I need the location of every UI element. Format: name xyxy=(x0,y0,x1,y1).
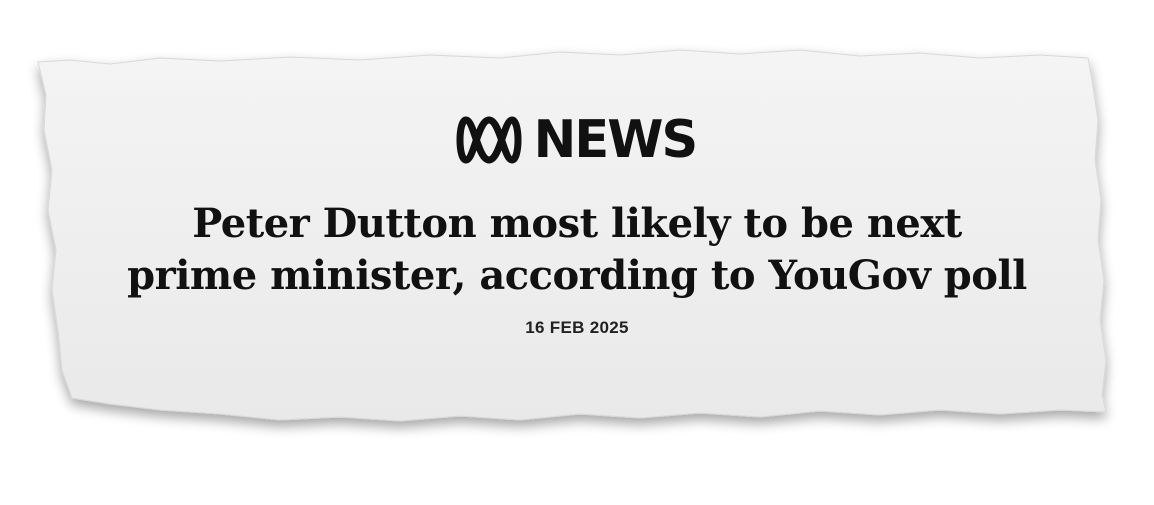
headline-line-1: Peter Dutton most likely to be next xyxy=(192,200,962,247)
abc-lissajous-icon xyxy=(456,114,522,166)
news-wordmark: NEWS xyxy=(533,110,699,170)
publish-date: 16 FEB 2025 xyxy=(525,318,629,337)
headline-line-2: prime minister, according to YouGov poll xyxy=(127,252,1027,299)
abc-news-logo: NEWS xyxy=(40,110,1114,170)
clipping-content: NEWS Peter Dutton most likely to be next… xyxy=(40,0,1114,505)
headline: Peter Dutton most likely to be next prim… xyxy=(40,198,1114,302)
